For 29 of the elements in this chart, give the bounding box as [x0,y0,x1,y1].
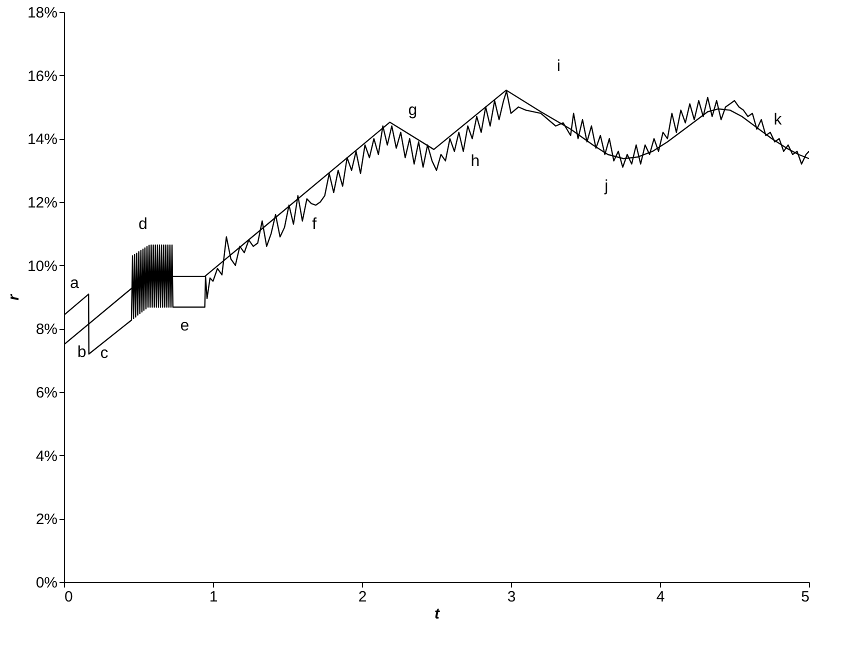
y-tick-label: 16% [27,68,58,85]
annotation: d [138,216,148,234]
x-tick-label: 3 [507,588,516,606]
y-tick-label: 6% [36,384,58,402]
x-tick-label: 5 [801,588,810,606]
y-tick-label: 12% [27,194,58,212]
annotation: g [408,102,418,120]
x-tick-label: 1 [209,588,218,606]
y-tick-label: 8% [36,321,58,338]
y-axis-title: r [5,293,22,300]
x-tick-label: 4 [656,588,665,606]
annotation: a [70,274,79,292]
annotation: e [180,318,190,334]
x-axis-title: t [434,606,440,622]
y-tick-label: 10% [27,258,58,275]
annotation: k [774,112,783,129]
x-tick-label: 0 [64,588,73,606]
annotation: c [100,345,108,362]
annotation: j [604,178,608,196]
annotation: h [470,152,480,170]
annotation: i [556,58,560,75]
annotation: b [77,344,86,362]
x-tick-label: 2 [358,588,367,606]
y-tick-label: 14% [27,131,58,148]
y-tick-label: 0% [36,574,58,592]
y-tick-label: 2% [36,511,58,528]
annotation: f [312,216,318,234]
y-tick-label: 4% [36,448,58,465]
y-tick-label: 18% [27,4,58,22]
